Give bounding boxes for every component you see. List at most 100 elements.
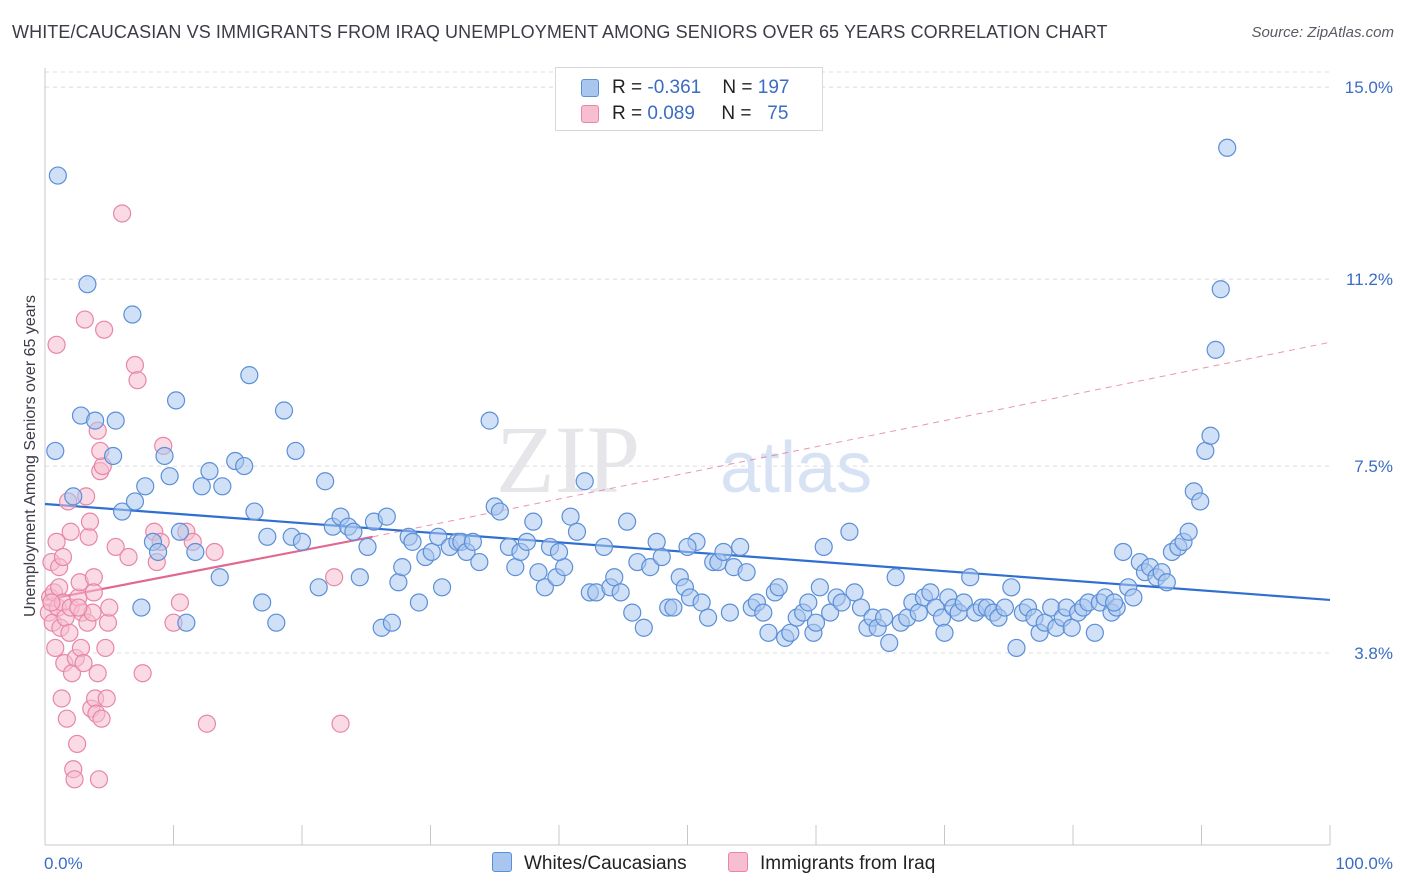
point-whites [698, 608, 718, 627]
point-iraq [95, 320, 114, 339]
point-whites [561, 507, 580, 526]
point-iraq [69, 598, 88, 617]
point-whites [605, 568, 624, 587]
point-whites [535, 578, 554, 597]
point-whites [316, 472, 335, 491]
point-whites [634, 618, 653, 637]
point-whites [678, 537, 697, 557]
point-whites [1114, 542, 1133, 562]
point-whites [1157, 573, 1176, 592]
point-iraq [42, 593, 61, 612]
point-whites [909, 603, 928, 622]
point-whites [46, 441, 65, 461]
point-whites [851, 598, 871, 617]
point-whites [292, 532, 312, 551]
point-whites [166, 391, 186, 410]
point-whites [623, 603, 642, 622]
x-tick-label-min: 0.0% [44, 854, 83, 873]
point-whites [954, 593, 973, 612]
point-whites [1179, 522, 1198, 541]
point-whites [769, 578, 788, 597]
point-whites [1218, 138, 1237, 157]
point-whites [253, 593, 272, 612]
point-whites [506, 558, 525, 577]
bottom-swatch-blue [492, 852, 512, 872]
point-iraq [65, 770, 84, 789]
point-iraq [96, 638, 115, 658]
point-iraq [75, 310, 94, 329]
point-iraq [57, 709, 76, 728]
point-iraq [46, 638, 65, 658]
point-whites [567, 522, 587, 541]
point-whites [692, 593, 711, 612]
point-whites [422, 542, 441, 562]
point-iraq [47, 532, 66, 551]
point-whites [377, 507, 396, 526]
watermark-atlas: atlas [720, 428, 872, 508]
point-iraq [80, 512, 100, 531]
point-whites [267, 613, 286, 632]
source-label: Source: ZipAtlas.com [1251, 24, 1394, 41]
point-whites [1124, 588, 1143, 607]
point-whites [429, 527, 448, 546]
point-iraq [68, 734, 87, 754]
point-whites [1196, 441, 1215, 461]
legend-n-label-2: N = [721, 103, 757, 124]
point-iraq [100, 598, 119, 617]
point-whites [177, 613, 196, 632]
point-whites [652, 547, 671, 567]
point-whites [875, 608, 894, 627]
point-whites [618, 512, 637, 531]
point-iraq [71, 638, 91, 658]
bottom-legend-whites: Whites/Caucasians [492, 852, 687, 875]
point-whites [814, 537, 833, 557]
point-whites [470, 552, 489, 572]
point-whites [517, 532, 536, 551]
point-whites [594, 537, 614, 557]
tick-labels: 3.8% 7.5% 11.2% 15.0% 0.0% 100.0% [44, 78, 1393, 873]
legend-row-iraq: R = 0.089 N = 75 [556, 101, 822, 127]
point-whites [555, 558, 574, 577]
point-whites [403, 532, 422, 551]
point-iraq [331, 714, 350, 733]
point-whites [647, 532, 666, 551]
point-whites [921, 583, 940, 602]
point-whites [799, 593, 818, 612]
y-tick-label: 3.8% [1354, 644, 1393, 663]
bottom-legend-label-whites: Whites/Caucasians [524, 853, 687, 874]
point-iraq [53, 547, 73, 567]
point-whites [393, 558, 412, 577]
point-whites [104, 446, 123, 466]
point-whites [463, 532, 483, 551]
point-whites [155, 446, 174, 466]
legend-r-value-1: -0.361 [647, 77, 702, 98]
legend-n-value-2: 75 [767, 103, 789, 124]
point-iraq [106, 537, 125, 557]
point-whites [186, 542, 205, 562]
point-whites [737, 563, 756, 582]
point-whites [1085, 623, 1104, 642]
point-iraq [119, 547, 138, 567]
point-iraq [84, 583, 103, 602]
point-whites [125, 492, 145, 511]
point-whites [240, 366, 259, 385]
bottom-legend-iraq: Immigrants from Iraq [728, 852, 935, 875]
bottom-swatch-pink [728, 852, 748, 872]
point-iraq [52, 689, 71, 708]
point-whites [106, 411, 125, 430]
watermark: ZIP atlas [496, 406, 872, 513]
point-whites [995, 598, 1014, 617]
point-whites [64, 487, 83, 506]
point-whites [235, 456, 254, 476]
point-iraq [133, 664, 152, 683]
point-iraq [84, 568, 103, 587]
point-whites [664, 598, 683, 617]
y-tick-label: 11.2% [1346, 270, 1393, 289]
point-iraq [125, 355, 145, 375]
points-immigrants-from-iraq [39, 204, 350, 789]
point-whites [810, 578, 829, 597]
point-whites [160, 467, 179, 486]
point-whites [1105, 593, 1124, 612]
watermark-zip: ZIP [496, 406, 640, 513]
point-whites [148, 542, 168, 562]
